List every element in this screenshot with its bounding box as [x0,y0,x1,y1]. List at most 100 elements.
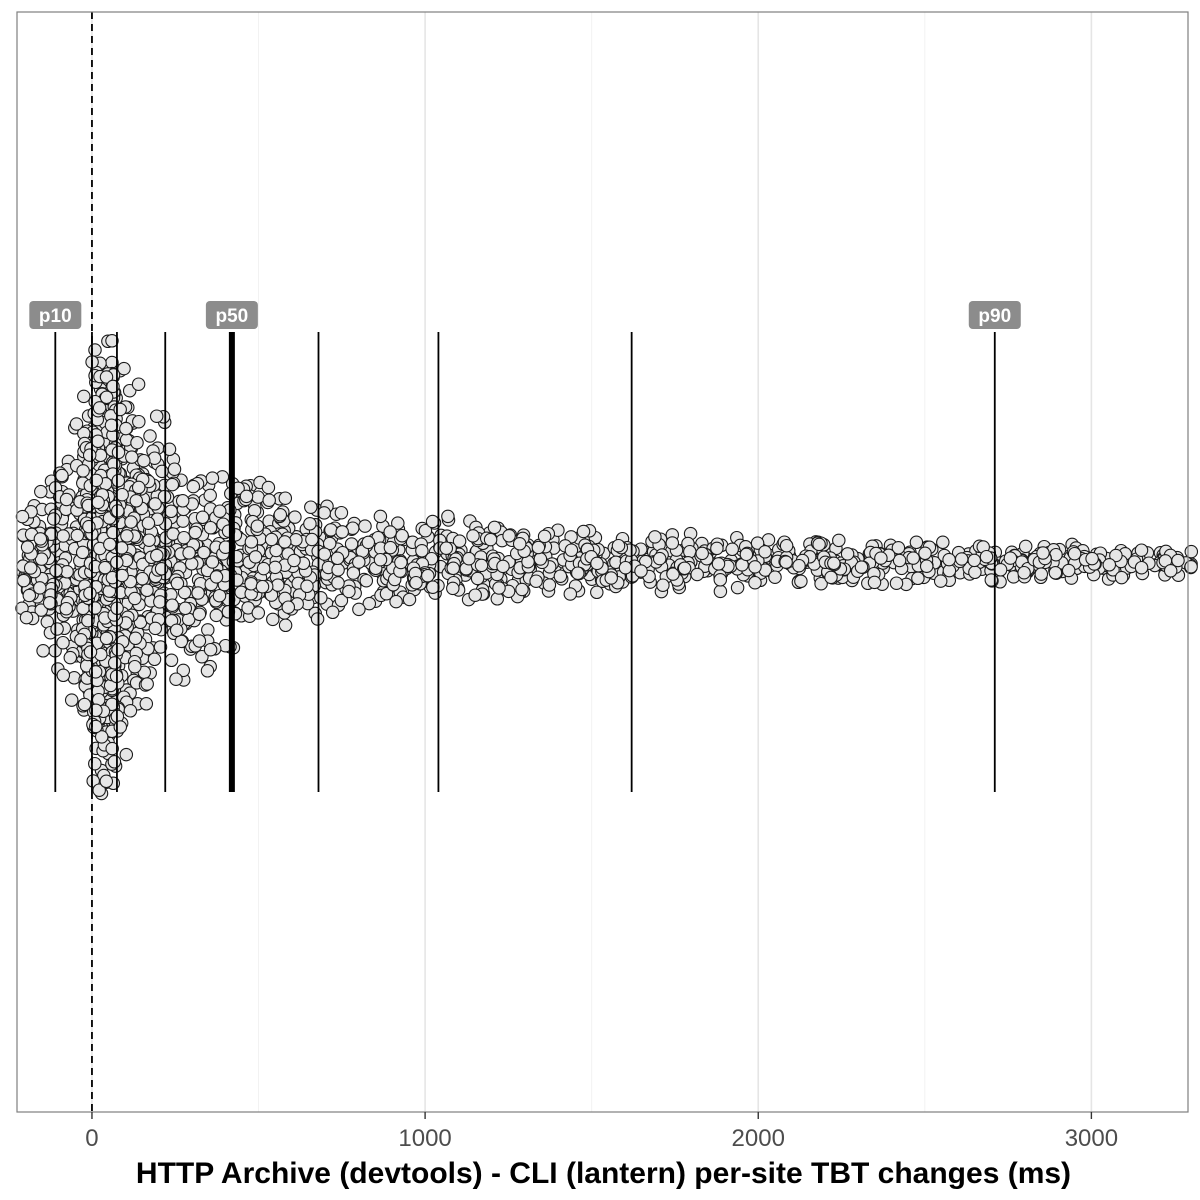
data-point [34,603,48,617]
data-point [50,622,64,636]
data-point [99,774,114,789]
data-point [148,497,162,511]
data-point [165,477,180,492]
data-point [1134,560,1149,575]
data-point [81,613,95,628]
data-point [16,573,31,588]
data-point [739,547,754,562]
data-point [1018,539,1033,554]
data-point [124,515,138,529]
data-point [22,588,37,603]
data-point [426,580,440,594]
data-point [200,664,215,678]
data-point [487,520,502,535]
data-point [143,429,157,443]
data-point [590,556,604,571]
data-point [352,602,366,617]
data-point [176,663,191,678]
data-point [261,480,276,495]
data-point [373,552,388,567]
data-point [91,434,105,449]
data-point [191,586,205,600]
data-point [725,542,739,557]
data-point [666,567,680,581]
data-point [205,471,220,485]
x-tick-label: 3000 [1065,1125,1118,1152]
data-point [248,550,263,564]
data-point [114,541,129,555]
data-point [203,642,218,657]
data-point [537,529,552,544]
data-point [174,634,189,649]
data-point [169,672,183,686]
data-point [867,575,882,590]
data-point [531,540,546,555]
data-point [99,631,114,646]
data-point [394,555,408,570]
data-point [107,656,122,670]
data-point [652,551,667,566]
data-point [730,580,745,595]
data-point [1034,567,1049,581]
data-point [713,584,728,599]
data-point [968,565,982,580]
data-point [1061,563,1076,578]
percentile-label-p10: p10 [39,306,72,327]
data-point [88,756,102,771]
data-point [91,495,105,510]
data-point [94,730,109,744]
data-point [281,600,296,614]
data-point [446,581,460,596]
data-point [120,529,134,543]
data-point [209,570,224,584]
data-point [264,532,279,547]
data-point [139,697,154,711]
data-point [466,529,480,543]
data-point [251,606,266,620]
data-point [792,558,806,573]
data-point [176,514,190,528]
data-point [335,525,349,539]
data-point [304,500,318,514]
data-point [115,568,129,583]
data-point [244,577,258,591]
data-point [317,547,332,561]
data-point [590,585,604,600]
data-point [36,644,50,658]
data-point [563,587,578,601]
data-point [1163,564,1178,578]
data-point [115,487,129,502]
x-axis-ticks: 0 1000 2000 3000 [85,1112,1118,1152]
data-point [918,546,932,561]
data-point [1134,543,1149,557]
data-point [130,435,144,450]
data-point [83,645,98,659]
data-point [186,479,201,494]
data-point [418,523,433,538]
data-point [441,509,455,524]
data-point [322,536,337,551]
data-point [1085,551,1099,566]
data-point [104,418,119,433]
data-point [1102,558,1117,572]
data-point [373,509,388,524]
data-point [137,453,151,468]
data-point [77,697,92,712]
data-point [814,576,828,591]
data-point [758,545,772,559]
data-point [533,552,548,566]
data-point [131,480,146,495]
data-point [288,510,302,524]
data-point [395,528,409,543]
data-point [128,591,142,606]
data-point [665,536,680,550]
data-point [425,514,440,529]
data-point [99,390,114,405]
data-point [33,581,47,595]
data-point [262,493,276,507]
data-point [1017,565,1031,580]
data-point [256,561,271,576]
data-point [713,573,728,587]
data-point [213,504,227,518]
data-point [135,571,150,586]
